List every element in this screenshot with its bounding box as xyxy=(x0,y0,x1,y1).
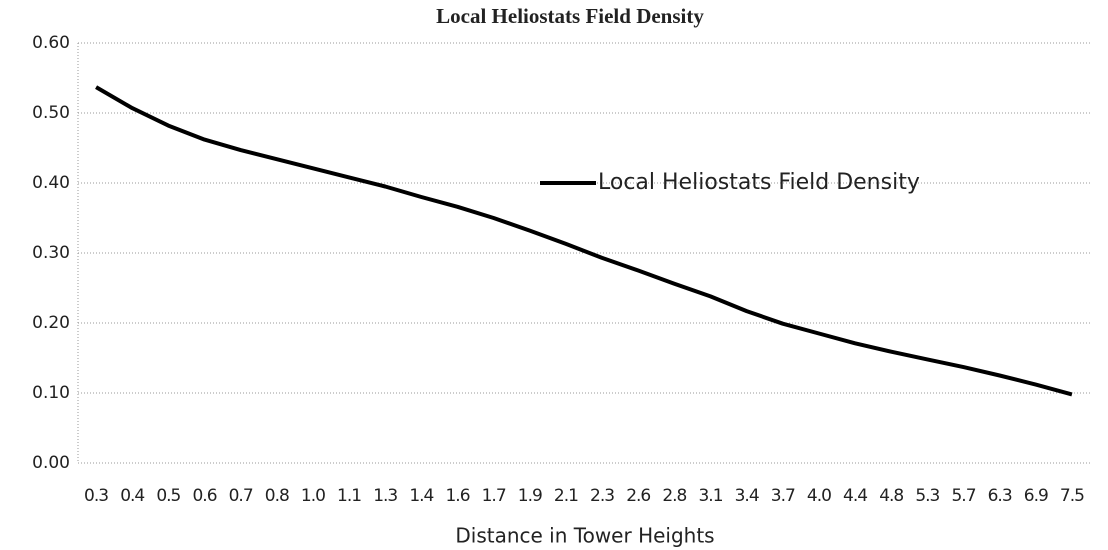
x-tick-label: 4.0 xyxy=(807,486,831,506)
x-tick-label: 0.7 xyxy=(229,486,253,506)
x-tick-label: 0.8 xyxy=(265,486,289,506)
chart-title: Local Heliostats Field Density xyxy=(436,4,704,28)
x-axis-label: Distance in Tower Heights xyxy=(455,524,714,548)
y-tick-label: 0.10 xyxy=(32,383,70,403)
x-tick-label: 1.4 xyxy=(409,486,433,506)
x-tick-label: 4.8 xyxy=(879,486,903,506)
x-tick-label: 7.5 xyxy=(1060,486,1084,506)
x-tick-label: 6.9 xyxy=(1024,486,1048,506)
y-tick-label: 0.30 xyxy=(32,243,70,263)
y-tick-label: 0.00 xyxy=(32,453,70,473)
x-tick-label: 0.4 xyxy=(120,486,144,506)
y-tick-label: 0.20 xyxy=(32,313,70,333)
x-tick-label: 1.7 xyxy=(482,486,506,506)
y-tick-label: 0.40 xyxy=(32,173,70,193)
x-tick-label: 3.1 xyxy=(698,486,722,506)
x-tick-label: 0.3 xyxy=(84,486,108,506)
x-tick-label: 1.6 xyxy=(445,486,469,506)
x-tick-label: 3.4 xyxy=(735,486,759,506)
x-tick-label: 5.7 xyxy=(951,486,975,506)
x-tick-label: 3.7 xyxy=(771,486,795,506)
x-tick-label: 5.3 xyxy=(915,486,939,506)
x-tick-label: 1.9 xyxy=(518,486,542,506)
y-tick-label: 0.60 xyxy=(32,33,70,53)
x-tick-label: 0.6 xyxy=(192,486,216,506)
y-tick-label: 0.50 xyxy=(32,103,70,123)
x-tick-label: 2.3 xyxy=(590,486,614,506)
x-tick-label: 1.1 xyxy=(337,486,361,506)
x-tick-label: 6.3 xyxy=(988,486,1012,506)
x-tick-label: 2.1 xyxy=(554,486,578,506)
x-tick-label: 0.5 xyxy=(156,486,180,506)
legend-label: Local Heliostats Field Density xyxy=(598,170,920,195)
x-tick-label: 4.4 xyxy=(843,486,867,506)
x-tick-label: 1.0 xyxy=(301,486,325,506)
x-tick-label: 2.8 xyxy=(662,486,686,506)
x-tick-label: 1.3 xyxy=(373,486,397,506)
line xyxy=(95,85,1073,397)
x-tick-label: 2.6 xyxy=(626,486,650,506)
